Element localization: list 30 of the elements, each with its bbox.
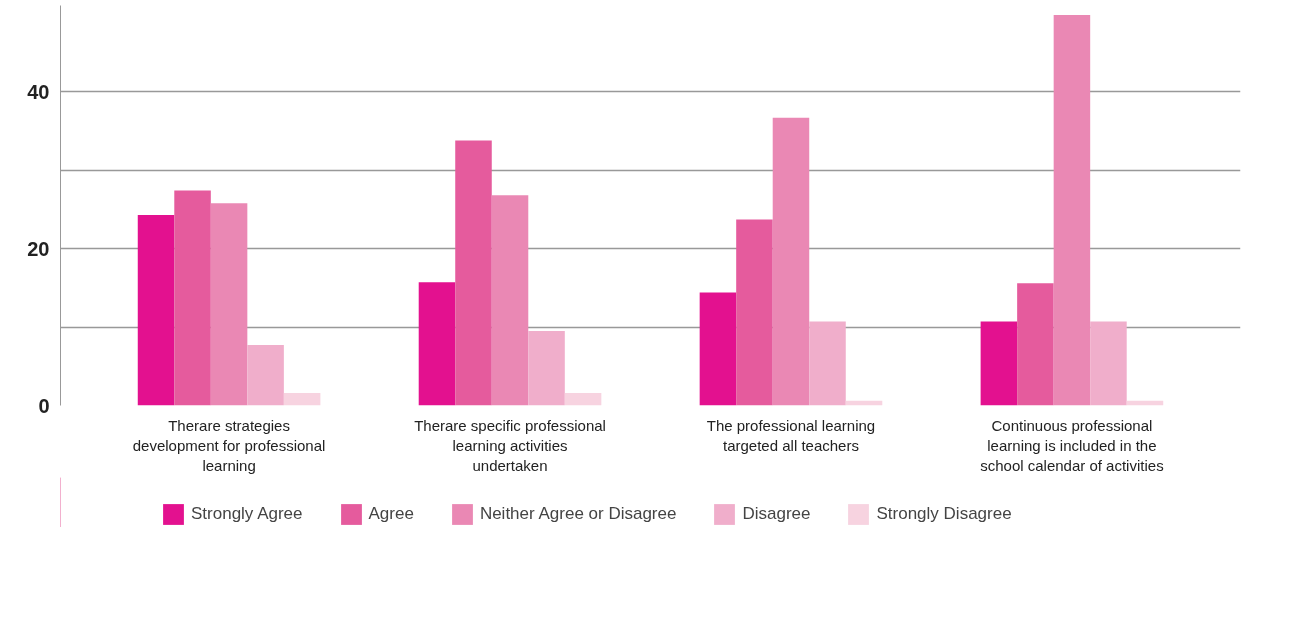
- legend-label: Disagree: [742, 504, 811, 524]
- bar: [736, 219, 773, 406]
- y-tick-label: 40: [27, 80, 50, 103]
- bar: [283, 392, 321, 406]
- y-tick-label: 20: [27, 237, 50, 260]
- bar: [491, 195, 529, 406]
- x-tick-label: The professional learning targeted all teachers: [706, 416, 876, 454]
- bar: [1053, 14, 1091, 406]
- bar: [699, 292, 737, 406]
- legend-label: Neither Agree or Disagree: [479, 504, 677, 524]
- bar: [809, 321, 846, 406]
- legend-label: Strongly Agree: [191, 504, 303, 524]
- x-tick-label: Therare specific professional learning activities undertaken: [414, 416, 606, 475]
- bar: [1090, 321, 1127, 406]
- bar: [247, 345, 284, 406]
- bar: [174, 190, 211, 406]
- bar: [418, 282, 456, 406]
- bar: [980, 321, 1018, 406]
- bar: [210, 203, 248, 406]
- bar: [137, 214, 175, 406]
- y-tick-label: 0: [38, 394, 50, 417]
- bar: [772, 117, 810, 406]
- x-tick-label: Continuous professional learning is included in the school calendar of activities: [980, 416, 1164, 475]
- bar: [455, 140, 492, 406]
- bar: [1017, 283, 1054, 406]
- bar: [528, 330, 565, 406]
- bar: [564, 392, 602, 406]
- legend-label: Agree: [368, 504, 414, 524]
- legend-label: Strongly Disagree: [876, 504, 1012, 524]
- x-tick-label: Therare strategies development for professional learning: [132, 416, 326, 475]
